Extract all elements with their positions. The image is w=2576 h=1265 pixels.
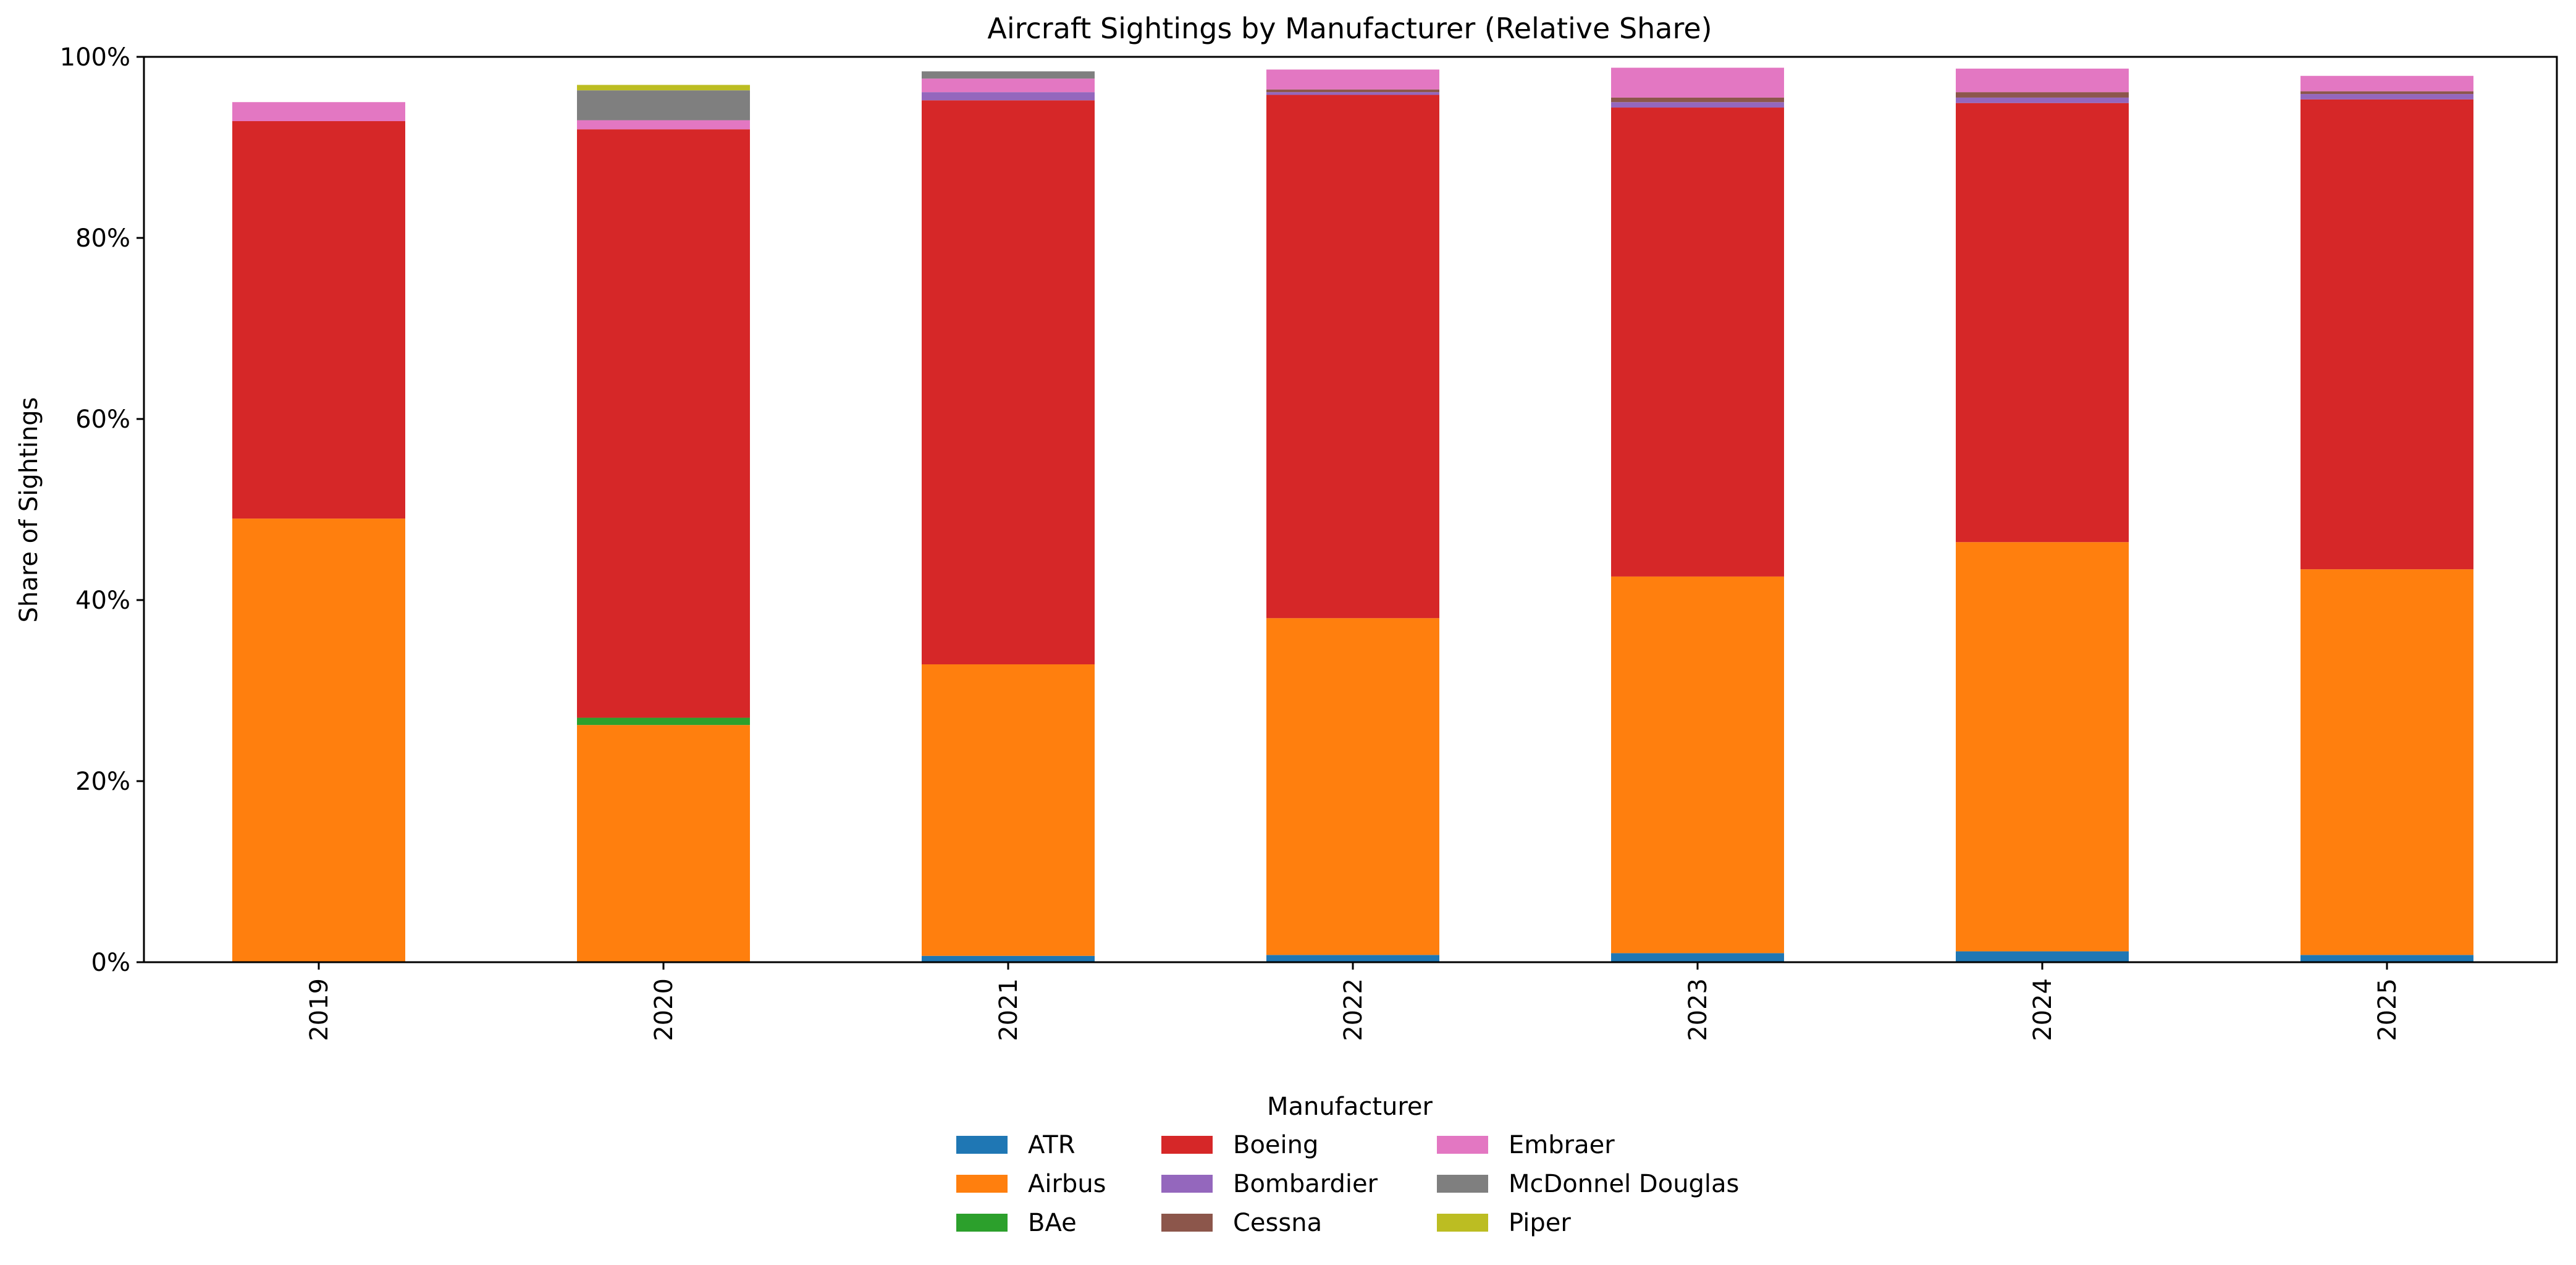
- legend: ATR Airbus BAe Boeing Bombardier Cessna Embrae…: [956, 1131, 1739, 1237]
- bar-segment-2023-atr: [1611, 953, 1784, 962]
- bar-segment-2025-cessna: [2300, 91, 2473, 95]
- legend-swatch-piper: [1437, 1214, 1488, 1232]
- y-tick-label: 20%: [75, 768, 130, 796]
- bar-segment-2023-embraer: [1611, 67, 1784, 98]
- bar-segment-2020-boeing: [577, 129, 750, 718]
- bar-segment-2021-atr: [922, 955, 1095, 962]
- bar-segment-2025-embraer: [2300, 75, 2473, 91]
- y-tick-label: 60%: [75, 405, 130, 434]
- legend-label-bae: BAe: [1028, 1209, 1077, 1237]
- x-tick-label: 2023: [1684, 978, 1712, 1041]
- legend-label-cessna: Cessna: [1233, 1209, 1322, 1237]
- legend-swatch-cessna: [1161, 1214, 1213, 1232]
- bar-segment-2021-airbus: [922, 664, 1095, 956]
- x-tick-label: 2024: [2029, 978, 2057, 1041]
- y-tick-label: 40%: [75, 586, 130, 615]
- bar-segment-2024-embraer: [1956, 69, 2129, 93]
- plot-frame: [143, 56, 2558, 963]
- bar-segment-2020-airbus: [577, 725, 750, 962]
- bar-segment-2023-boeing: [1611, 108, 1784, 577]
- y-tick-label: 80%: [75, 224, 130, 253]
- y-tick-label: 100%: [60, 43, 130, 72]
- legend-label-airbus: Airbus: [1028, 1170, 1106, 1198]
- legend-swatch-embraer: [1437, 1136, 1488, 1154]
- x-tick-label: 2021: [995, 978, 1023, 1041]
- bar-segment-2023-cessna: [1611, 97, 1784, 103]
- x-tick-label: 2025: [2373, 978, 2402, 1041]
- y-axis-ticks: 0% 20% 40% 60% 80% 100%: [60, 43, 144, 977]
- y-axis-label: Share of Sightings: [15, 397, 43, 622]
- bar-segment-2020-piper: [577, 85, 750, 91]
- bar-segment-2022-airbus: [1266, 618, 1439, 955]
- bar-segment-2025-airbus: [2300, 569, 2473, 955]
- bar-segment-2024-atr: [1956, 951, 2129, 962]
- legend-swatch-bae: [956, 1214, 1008, 1232]
- bar-segment-2019-embraer: [232, 102, 405, 122]
- legend-swatch-atr: [956, 1136, 1008, 1154]
- bar-segment-2023-bombardier: [1611, 102, 1784, 108]
- bar-segment-2023-airbus: [1611, 576, 1784, 954]
- bar-segment-2019-boeing: [232, 121, 405, 519]
- bar-segment-2022-bombardier: [1266, 92, 1439, 95]
- legend-swatch-mcdonnel-douglas: [1437, 1175, 1488, 1193]
- x-tick-label: 2022: [1339, 978, 1368, 1041]
- x-axis-ticks: 2019 2020 2021 2022 2023 2024 2025: [305, 962, 2402, 1041]
- legend-label-boeing: Boeing: [1233, 1131, 1318, 1159]
- legend-label-piper: Piper: [1509, 1209, 1571, 1237]
- bar-segment-2022-atr: [1266, 955, 1439, 962]
- bar-segment-2025-bombardier: [2300, 94, 2473, 99]
- legend-label-atr: ATR: [1028, 1131, 1075, 1159]
- legend-label-mcdonnel-douglas: McDonnel Douglas: [1509, 1170, 1739, 1198]
- bars-layer: [232, 67, 2473, 962]
- bar-segment-2024-boeing: [1956, 103, 2129, 543]
- bar-segment-2022-boeing: [1266, 95, 1439, 619]
- bar-segment-2025-atr: [2300, 955, 2473, 962]
- bar-segment-2021-mcdonnel-douglas: [922, 71, 1095, 79]
- x-tick-label: 2019: [305, 978, 334, 1041]
- legend-swatch-airbus: [956, 1175, 1008, 1193]
- chart-title: Aircraft Sightings by Manufacturer (Rela…: [987, 12, 1712, 45]
- legend-label-embraer: Embraer: [1509, 1131, 1615, 1159]
- legend-swatch-bombardier: [1161, 1175, 1213, 1193]
- legend-label-bombardier: Bombardier: [1233, 1170, 1378, 1198]
- bar-segment-2025-boeing: [2300, 99, 2473, 570]
- bar-segment-2020-embraer: [577, 120, 750, 130]
- legend-title: Manufacturer: [1267, 1093, 1433, 1121]
- bar-segment-2024-airbus: [1956, 542, 2129, 952]
- bar-segment-2021-bombardier: [922, 92, 1095, 101]
- bar-segment-2024-cessna: [1956, 92, 2129, 98]
- bar-segment-2020-mcdonnel-douglas: [577, 90, 750, 121]
- bar-segment-2024-bombardier: [1956, 97, 2129, 103]
- legend-swatch-boeing: [1161, 1136, 1213, 1154]
- bar-segment-2022-cessna: [1266, 89, 1439, 93]
- bar-segment-2019-airbus: [232, 518, 405, 962]
- bar-segment-2020-bae: [577, 717, 750, 726]
- bar-segment-2021-boeing: [922, 100, 1095, 665]
- y-tick-label: 0%: [91, 949, 130, 977]
- x-tick-label: 2020: [650, 978, 678, 1041]
- bar-segment-2022-embraer: [1266, 69, 1439, 90]
- bar-segment-2021-embraer: [922, 78, 1095, 93]
